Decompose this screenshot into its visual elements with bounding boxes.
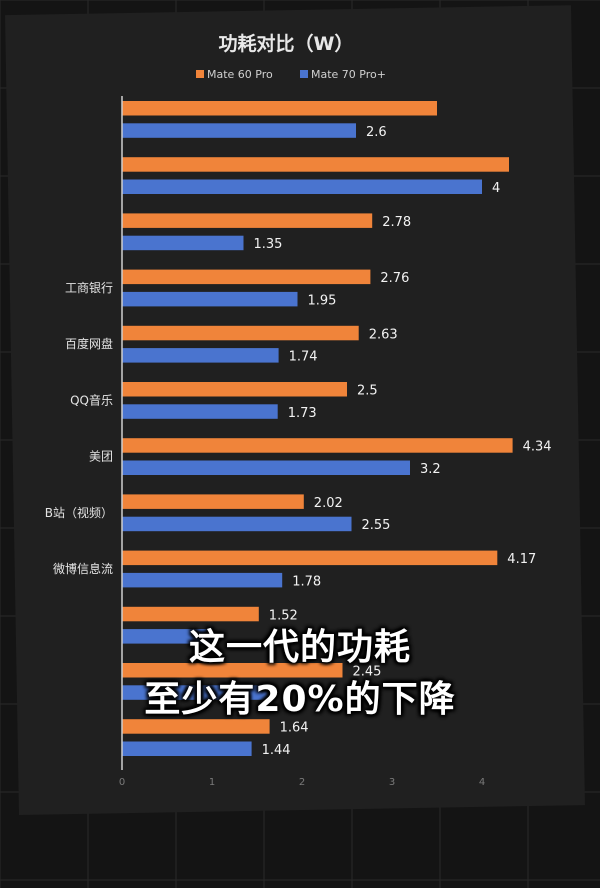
data-label: 1.64 [280,721,309,736]
x-axis: 0 1 2 3 4 [119,96,485,788]
data-label: 1.44 [262,743,291,758]
bar-mate60pro [122,719,270,734]
x-tick-label: 4 [479,777,485,788]
bar-mate60pro [122,157,509,172]
legend-swatch [196,70,204,78]
bar-mate60pro [122,382,347,397]
data-label: 3.2 [420,462,441,477]
data-label: 4.17 [507,552,536,567]
bar-mate70proplus [122,741,252,756]
x-tick-label: 2 [299,777,305,788]
data-label: 4 [492,181,500,196]
x-tick-label: 3 [389,777,395,788]
data-label: 1.35 [254,237,283,252]
category-label: 美团 [89,450,113,464]
bar-mate60pro [122,550,498,566]
legend-swatch [300,70,308,78]
category-label: 百度网盘 [65,336,113,351]
data-label: 2.02 [314,496,343,511]
bar-mate60pro [122,606,259,622]
legend-label: Mate 60 Pro [207,68,273,81]
bar-mate70proplus [122,235,244,251]
data-label: 2.45 [353,665,382,680]
category-label: 工商银行 [65,280,113,295]
bar-mate60pro [122,269,371,285]
data-label: 2.55 [362,518,391,533]
bar-mate70proplus [122,629,212,644]
bar-mate60pro [122,101,437,116]
data-label: 1.52 [269,608,298,623]
bar-mate70proplus [122,179,482,194]
data-label: 1.74 [289,350,318,365]
data-label: 1.73 [288,406,317,421]
caption-line-1: 这一代的功耗 [188,627,411,668]
data-label: 1.95 [308,293,337,308]
bar-mate70proplus [122,404,278,419]
bar-mate60pro [122,663,343,678]
legend: Mate 60 Pro Mate 70 Pro+ [196,68,386,81]
x-tick-label: 1 [209,777,215,788]
data-label: 2.63 [369,327,398,342]
bar-mate60pro [122,494,304,509]
category-label: 微博信息流 [53,561,113,576]
data-label: 2.78 [382,215,411,230]
category-label: QQ音乐 [70,392,113,407]
bar-mate70proplus [122,460,410,475]
bar-mate70proplus [122,572,283,588]
data-label: 4.34 [523,440,552,455]
bar-mate70proplus [122,291,298,307]
data-label: 2.76 [380,271,409,286]
caption-line-2: 至少有20%的下降 [144,679,456,720]
category-label: B站（视频） [45,505,113,520]
bar-mate70proplus [122,123,356,138]
bar-mate70proplus [122,348,279,363]
legend-label: Mate 70 Pro+ [311,68,386,81]
data-label: 2.6 [366,125,387,140]
bar-mate60pro [122,325,359,341]
bar-mate70proplus [122,516,352,532]
data-label: 1.78 [292,574,321,589]
data-label: 2.5 [357,384,378,399]
bar-mate60pro [122,438,513,453]
bar-mate60pro [122,213,373,228]
chart-title: 功耗对比（W） [219,32,354,55]
x-tick-label: 0 [119,777,125,788]
bar-mate70proplus [122,685,275,700]
bars-group: 2.6 4 2.78 1.35 工商银行 2.76 1.95 百度网盘 2.63 1.74 QQ音乐… [45,101,552,758]
